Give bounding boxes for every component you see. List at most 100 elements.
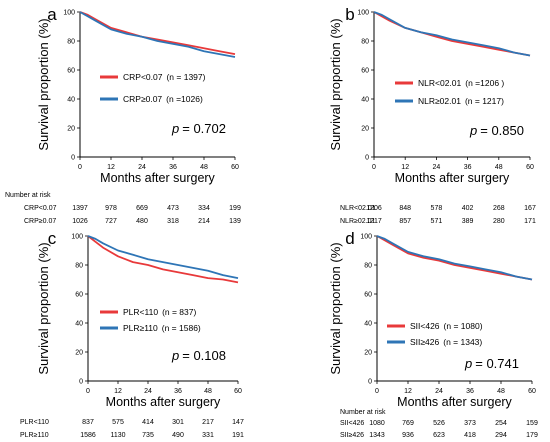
risk-value: 418: [464, 432, 476, 439]
y-tick-label: 80: [75, 263, 83, 270]
y-tick-label: 100: [357, 10, 369, 17]
risk-value: 578: [431, 205, 443, 212]
x-tick-label: 24: [144, 388, 152, 395]
p-value: p = 0.702: [171, 121, 226, 136]
risk-value: 480: [136, 218, 148, 225]
legend-entry: CRP<0.07 (n = 1397): [123, 72, 206, 82]
y-tick-label: 60: [75, 292, 83, 299]
y-tick-label: 0: [79, 379, 83, 386]
x-tick-label: 60: [528, 388, 536, 395]
y-tick-label: 20: [67, 126, 75, 133]
risk-value: 526: [433, 420, 445, 427]
risk-value: 1130: [110, 432, 125, 439]
risk-value: 294: [495, 432, 507, 439]
x-tick-label: 24: [433, 164, 441, 171]
risk-value: 268: [493, 205, 505, 212]
risk-value: 147: [232, 419, 244, 426]
panel-b: b 0 20 40 60 80 100 0 12 24 36 48 60 Months after sur…: [328, 5, 536, 225]
panel-letter: b: [345, 5, 354, 24]
legend-name: SII≥426: [410, 337, 440, 347]
y-axis-label: Survival proportion (%): [328, 18, 343, 150]
p-value: p = 0.108: [171, 348, 226, 363]
panel-c: c 0 20 40 60 80 100 0 12 24 36 48 60 Months after sur…: [20, 229, 244, 439]
legend-entry: PLR≥110 (n = 1586): [123, 323, 201, 333]
x-tick-label: 12: [107, 164, 115, 171]
legend-entry: NLR≥02.01 (n = 1217): [418, 96, 504, 106]
legend-n: (n = 1080): [444, 321, 483, 331]
risk-value: 978: [105, 205, 117, 212]
y-axis-label: Survival proportion (%): [36, 18, 51, 150]
risk-value: 1026: [72, 218, 88, 225]
legend-n: (n =1026): [166, 94, 203, 104]
p-value-text: = 0.741: [475, 356, 519, 371]
y-tick-label: 0: [368, 379, 372, 386]
risk-value: 1397: [72, 205, 88, 212]
y-tick-label: 40: [75, 321, 83, 328]
x-tick-label: 36: [464, 164, 472, 171]
y-tick-label: 40: [364, 321, 372, 328]
legend-name: SII<426: [410, 321, 440, 331]
risk-value: 179: [526, 432, 538, 439]
risk-value: 402: [462, 205, 474, 212]
x-axis-label: Months after surgery: [100, 171, 215, 185]
risk-value: 848: [399, 205, 411, 212]
risk-value: 837: [82, 419, 94, 426]
risk-value: 171: [524, 218, 536, 225]
y-tick-label: 100: [63, 10, 75, 17]
risk-value: 280: [493, 218, 505, 225]
y-tick-label: 100: [71, 234, 83, 241]
x-tick-label: 0: [375, 388, 379, 395]
risk-value: 159: [526, 420, 538, 427]
legend-entry: NLR<02.01 (n =1206 ): [418, 78, 504, 88]
risk-row-label: CRP≥0.07: [24, 218, 56, 225]
y-tick-label: 60: [67, 68, 75, 75]
risk-value: 199: [229, 205, 241, 212]
risk-value: 669: [136, 205, 148, 212]
y-tick-label: 80: [361, 39, 369, 46]
x-tick-label: 36: [466, 388, 474, 395]
risk-row-label: NLR<02.01: [340, 205, 376, 212]
x-tick-label: 48: [497, 388, 505, 395]
risk-value: 414: [142, 419, 154, 426]
x-tick-label: 24: [435, 388, 443, 395]
x-tick-label: 60: [231, 164, 239, 171]
risk-value: 254: [495, 420, 507, 427]
x-tick-label: 36: [169, 164, 177, 171]
legend-name: PLR≥110: [123, 323, 158, 333]
x-tick-label: 0: [372, 164, 376, 171]
risk-value: 1206: [366, 205, 382, 212]
panel-letter: c: [48, 229, 57, 248]
x-tick-label: 12: [114, 388, 122, 395]
x-tick-label: 36: [174, 388, 182, 395]
legend-n: (n = 1586): [162, 323, 201, 333]
risk-table-heading: Number at risk: [340, 409, 386, 416]
risk-row-label: PLR≥110: [20, 432, 49, 439]
p-value-text: = 0.702: [182, 121, 226, 136]
risk-table-heading: Number at risk: [5, 192, 51, 199]
series-line-2: [376, 235, 533, 281]
legend-entry: CRP≥0.07 (n =1026): [123, 94, 203, 104]
x-tick-label: 48: [204, 388, 212, 395]
x-tick-label: 0: [86, 388, 90, 395]
risk-value: 139: [229, 218, 241, 225]
legend-name: CRP≥0.07: [123, 94, 162, 104]
y-axis-label: Survival proportion (%): [36, 242, 51, 374]
p-value: p = 0.850: [469, 123, 524, 138]
legend-name: NLR<02.01: [418, 78, 462, 88]
y-tick-label: 20: [361, 126, 369, 133]
legend-n: (n = 1343): [443, 337, 482, 347]
risk-value: 373: [464, 420, 476, 427]
x-tick-label: 0: [78, 164, 82, 171]
risk-value: 389: [462, 218, 474, 225]
legend-name: PLR<110: [123, 307, 158, 317]
legend-name: NLR≥02.01: [418, 96, 461, 106]
legend-entry: PLR<110 (n = 837): [123, 307, 196, 317]
risk-value: 571: [431, 218, 443, 225]
risk-value: 490: [172, 432, 184, 439]
risk-value: 473: [167, 205, 179, 212]
y-tick-label: 0: [71, 155, 75, 162]
risk-value: 167: [524, 205, 536, 212]
panel-a: a 0 20 40 60 80 100 0 12 24 36 48 60 Months after sur…: [5, 5, 241, 225]
risk-value: 936: [402, 432, 414, 439]
p-symbol: p: [171, 121, 179, 136]
